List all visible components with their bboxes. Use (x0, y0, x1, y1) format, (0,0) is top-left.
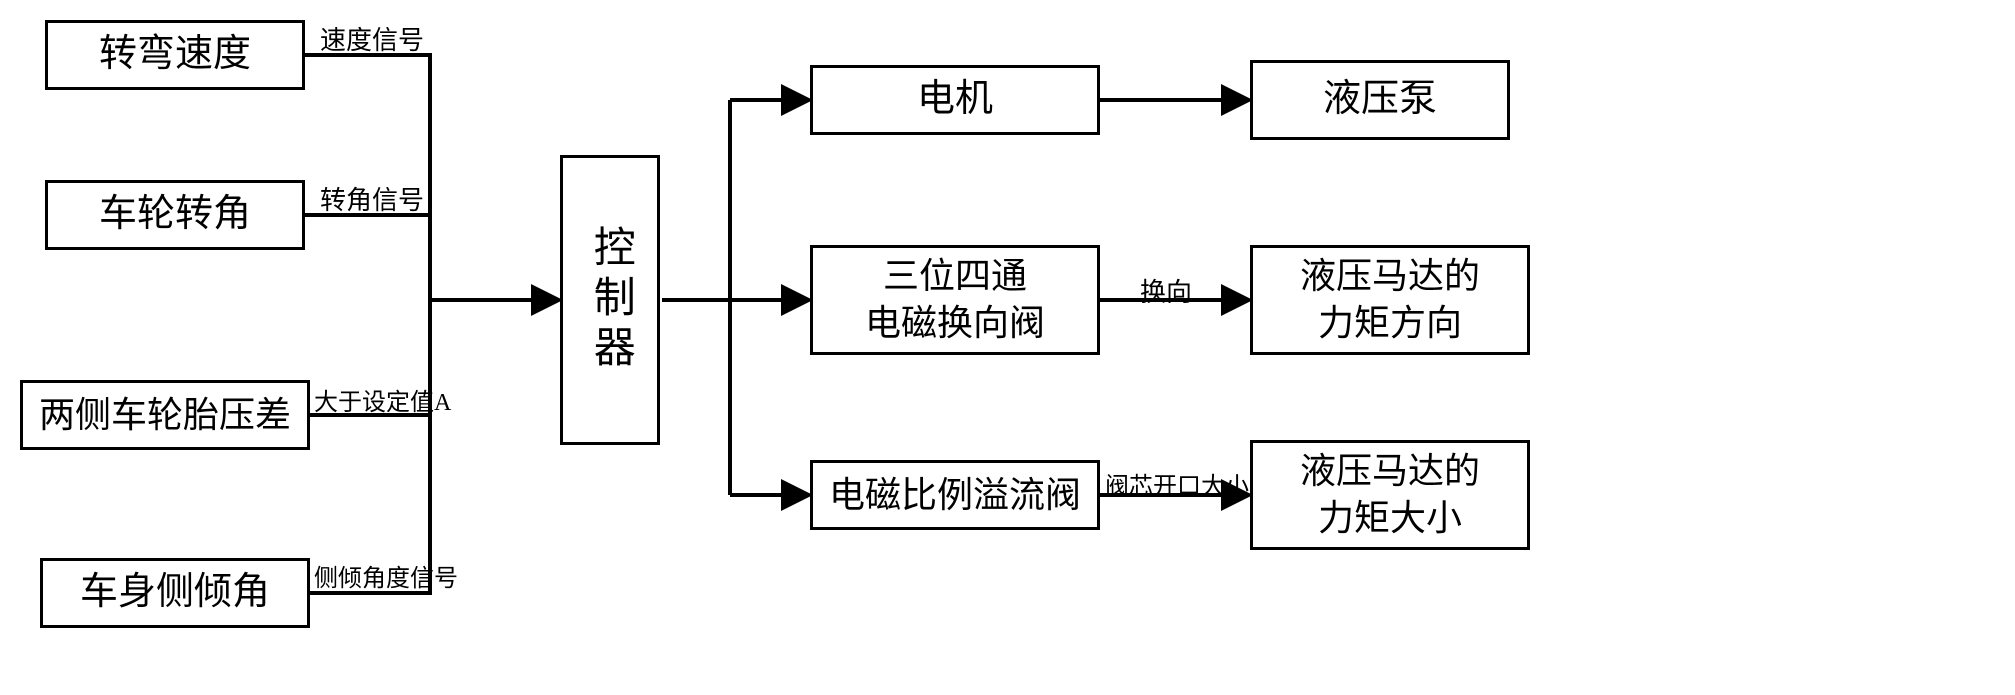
box-label: 控制器 (583, 225, 638, 375)
box-label: 三位四通 电磁换向阀 (865, 253, 1045, 347)
label-threshold-a: 大于设定值A (314, 382, 451, 417)
box-label: 液压马达的 力矩方向 (1300, 253, 1480, 347)
output-directional-valve: 三位四通 电磁换向阀 (810, 245, 1100, 355)
box-label: 电磁比例溢流阀 (829, 472, 1081, 519)
output-hydraulic-pump: 液压泵 (1250, 60, 1510, 140)
label-roll-signal: 侧倾角度信号 (314, 558, 458, 593)
output-relief-valve: 电磁比例溢流阀 (810, 460, 1100, 530)
input-body-roll-angle: 车身侧倾角 (40, 558, 310, 628)
output-motor: 电机 (810, 65, 1100, 135)
box-label: 液压泵 (1323, 75, 1437, 124)
controller: 控制器 (560, 155, 660, 445)
label-valve-opening: 阀芯开口大小 (1105, 466, 1249, 501)
box-label: 转弯速度 (99, 30, 251, 79)
box-label: 电机 (917, 75, 993, 124)
output-torque-direction: 液压马达的 力矩方向 (1250, 245, 1530, 355)
label-speed-signal: 速度信号 (320, 20, 424, 57)
label-reversing: 换向 (1140, 272, 1192, 309)
label-angle-signal: 转角信号 (320, 180, 424, 217)
output-torque-magnitude: 液压马达的 力矩大小 (1250, 440, 1530, 550)
box-label: 车轮转角 (99, 190, 251, 239)
input-turning-speed: 转弯速度 (45, 20, 305, 90)
box-label: 车身侧倾角 (80, 568, 270, 617)
input-tire-pressure-diff: 两侧车轮胎压差 (20, 380, 310, 450)
input-wheel-angle: 车轮转角 (45, 180, 305, 250)
box-label: 两侧车轮胎压差 (39, 392, 291, 439)
box-label: 液压马达的 力矩大小 (1300, 448, 1480, 542)
